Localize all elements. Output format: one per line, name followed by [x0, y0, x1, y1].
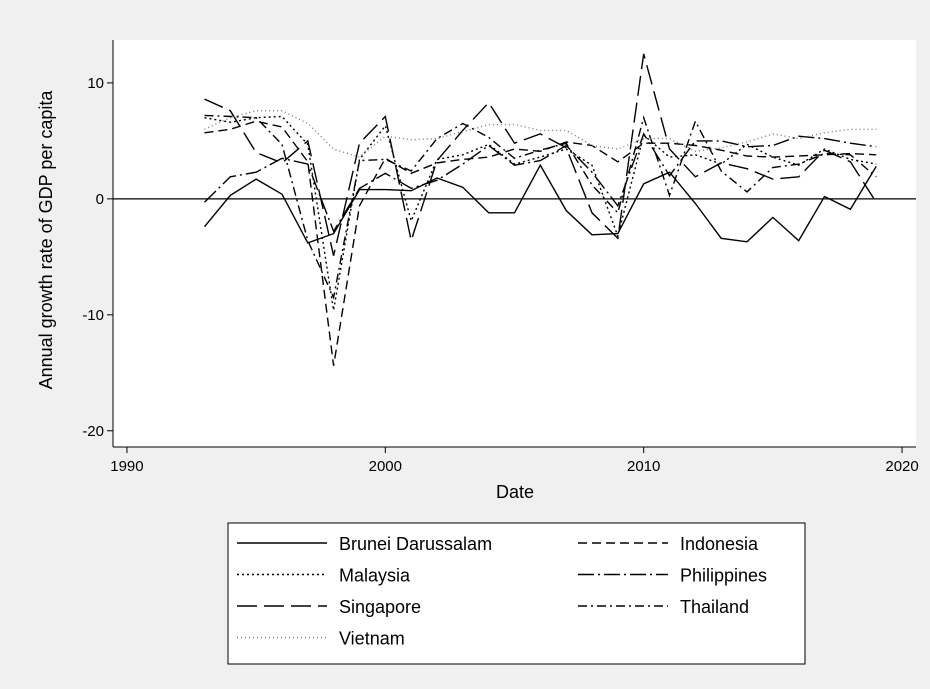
legend — [227, 522, 806, 665]
x-tick-label: 1990 — [110, 458, 143, 475]
legend-label: Singapore — [339, 597, 421, 617]
series-line — [204, 110, 877, 158]
plot-area — [113, 40, 916, 447]
y-tick-label: -20 — [82, 423, 104, 440]
legend-label: Thailand — [680, 597, 749, 617]
legend-label: Malaysia — [339, 566, 411, 586]
y-axis-title: Annual growth rate of GDP per capita — [36, 90, 56, 390]
y-tick-label: 0 — [96, 191, 104, 208]
series-line — [204, 132, 877, 233]
x-tick-label: 2000 — [369, 458, 402, 475]
legend-label: Philippines — [680, 566, 767, 586]
y-tick-label: 10 — [87, 75, 104, 92]
series-line — [203, 163, 877, 244]
x-tick-label: 2010 — [627, 458, 660, 475]
series-line — [204, 114, 877, 300]
legend-label: Indonesia — [680, 534, 759, 554]
legend-label: Brunei Darussalam — [339, 534, 492, 554]
legend-label: Vietnam — [339, 629, 405, 649]
x-axis-title: Date — [496, 482, 534, 502]
y-tick-label: -10 — [82, 307, 104, 324]
x-tick-label: 2020 — [885, 458, 918, 475]
series-line — [204, 120, 877, 366]
